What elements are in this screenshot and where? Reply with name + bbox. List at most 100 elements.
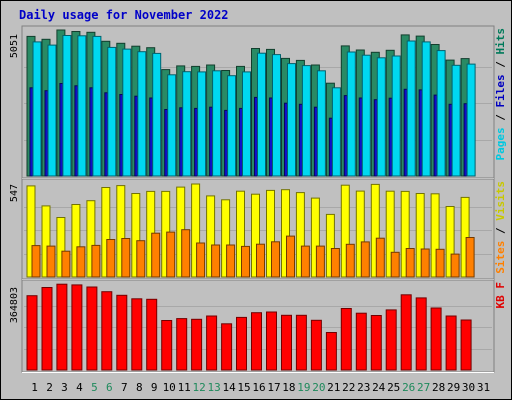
- bar: [295, 314, 307, 371]
- bar: [212, 70, 222, 177]
- bar: [301, 65, 311, 177]
- x-tick-label: 13: [207, 381, 220, 394]
- bar: [435, 248, 445, 278]
- bar: [310, 319, 322, 371]
- x-tick-label: 10: [163, 381, 176, 394]
- bar: [360, 241, 370, 278]
- series-sites: [31, 229, 475, 278]
- y-tick-label: 364803: [9, 287, 20, 323]
- bar: [227, 75, 237, 177]
- x-tick-label: 8: [136, 381, 143, 394]
- x-tick-label: 19: [297, 381, 310, 394]
- bar: [466, 63, 476, 177]
- chart-title: Daily usage for November 2022: [19, 8, 229, 22]
- bar: [445, 206, 455, 278]
- bar: [331, 87, 341, 177]
- bar: [256, 243, 265, 278]
- bar: [107, 46, 117, 177]
- bar: [451, 64, 461, 177]
- bar: [272, 54, 281, 177]
- bar: [116, 185, 126, 278]
- bar: [131, 298, 143, 371]
- y-tick-label: 547: [9, 184, 20, 202]
- bar: [241, 245, 250, 278]
- bar: [316, 70, 326, 177]
- bar: [370, 315, 382, 371]
- bar: [136, 240, 146, 278]
- bar: [26, 295, 38, 371]
- bar: [26, 185, 36, 278]
- bar: [325, 213, 335, 278]
- bar: [375, 237, 385, 278]
- legend-part: Visits: [494, 181, 507, 221]
- bar: [281, 314, 292, 371]
- bar: [71, 284, 83, 371]
- x-tick-label: 29: [447, 381, 460, 394]
- x-tick-label: 14: [222, 381, 236, 394]
- bar: [191, 318, 203, 371]
- bar: [251, 312, 262, 371]
- x-tick-label: 22: [342, 381, 355, 394]
- x-tick-label: 7: [121, 381, 128, 394]
- bar: [206, 195, 216, 278]
- x-tick-label: 30: [462, 381, 475, 394]
- bar: [445, 315, 457, 371]
- bar: [101, 291, 113, 371]
- panel-legend-label: Pages / Files / Hits: [494, 28, 507, 161]
- bar: [146, 298, 158, 371]
- x-tick-label: 27: [417, 381, 430, 394]
- bar: [391, 55, 401, 177]
- panel-legend-label: KB F: [494, 282, 507, 309]
- x-tick-label: 9: [151, 381, 158, 394]
- bar: [191, 183, 201, 278]
- panels-layer: 5051 Pages / Files / Hits 547 Sites / Visit…: [9, 25, 507, 373]
- panel-pages-files-hits: 5051 Pages / Files / Hits: [9, 25, 507, 179]
- bar: [436, 50, 446, 177]
- bar: [92, 35, 102, 177]
- bar: [166, 231, 176, 278]
- bar: [346, 51, 356, 177]
- bar: [376, 57, 386, 177]
- bar: [182, 71, 192, 177]
- bar: [415, 193, 425, 278]
- bar: [137, 51, 147, 177]
- series-pages: [32, 35, 476, 177]
- x-tick-label: 1: [31, 381, 38, 394]
- legend-part: Hits: [494, 28, 507, 55]
- bar: [355, 190, 365, 278]
- x-tick-label: 17: [267, 381, 280, 394]
- legend-part: Pages: [494, 127, 507, 160]
- x-axis-labels: 1 2 3 4 5 6 7 8 9 10 11 12 13 14 15 16 17 18 19 20 21 22 23 24 2…: [31, 381, 490, 394]
- bar: [405, 248, 415, 278]
- bar: [281, 189, 290, 278]
- x-tick-label: 6: [106, 381, 113, 394]
- bar: [257, 52, 266, 177]
- x-tick-label: 28: [432, 381, 445, 394]
- x-tick-label: 2: [46, 381, 53, 394]
- x-tick-label: 16: [252, 381, 265, 394]
- panel-kbf: 364803 KB F: [9, 279, 507, 373]
- x-tick-label: 11: [178, 381, 191, 394]
- bar: [86, 200, 96, 278]
- x-tick-label: 24: [372, 381, 386, 394]
- bar: [167, 74, 177, 177]
- bar: [406, 40, 416, 177]
- bar: [41, 205, 51, 278]
- legend-part: Sites: [494, 241, 507, 274]
- panel-visits-sites: 547 Sites / Visits: [9, 178, 507, 280]
- bar: [330, 248, 340, 278]
- bar: [211, 244, 221, 278]
- bar: [286, 235, 295, 278]
- bar: [56, 217, 66, 278]
- bar: [325, 332, 337, 371]
- bar: [236, 190, 245, 278]
- bar: [340, 184, 350, 278]
- x-tick-label: 5: [91, 381, 98, 394]
- bar: [315, 245, 325, 278]
- bar: [76, 246, 86, 278]
- bar: [400, 190, 410, 278]
- bar: [221, 323, 233, 371]
- bar: [62, 35, 72, 177]
- bar: [131, 193, 141, 278]
